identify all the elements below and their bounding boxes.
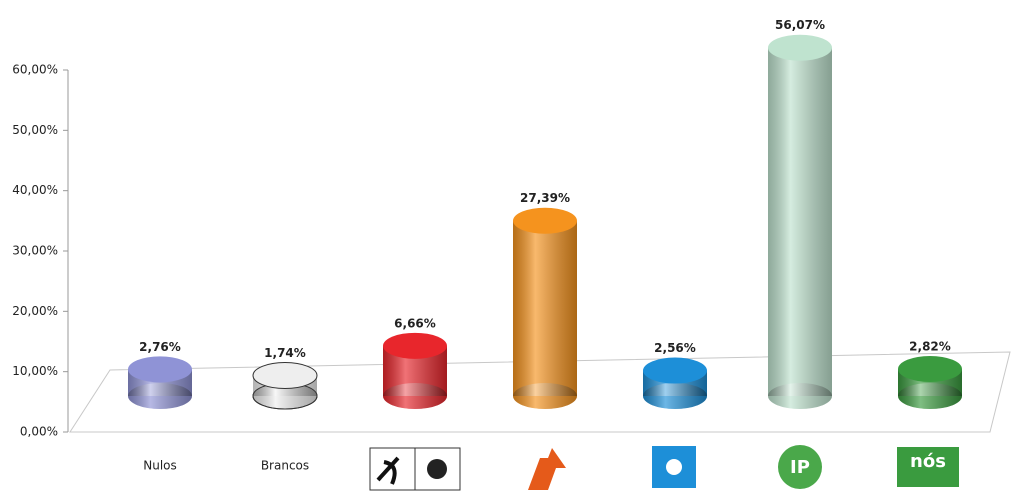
- x-tick-label: Nulos: [143, 459, 177, 473]
- bar-base-shade: [643, 383, 707, 409]
- bar-shade: [768, 47, 832, 396]
- x-tick-label: Brancos: [261, 459, 309, 473]
- bar-top: [128, 356, 192, 383]
- logo-pcp: [369, 447, 461, 491]
- logo-nos: nós: [897, 447, 959, 487]
- bar-top: [643, 357, 707, 384]
- bar-top: [383, 332, 447, 359]
- y-tick-label: 50,00%: [12, 123, 58, 137]
- bar-base-shade: [383, 383, 447, 409]
- value-label: 2,56%: [654, 341, 696, 355]
- logo-ucid: [652, 446, 696, 488]
- svg-text:nós: nós: [910, 451, 946, 472]
- bar-base-shade: [128, 383, 192, 409]
- y-tick-label: 10,00%: [12, 364, 58, 378]
- value-label: 6,66%: [394, 316, 436, 330]
- value-label: 1,74%: [264, 346, 306, 360]
- floor: [69, 351, 1011, 433]
- logo-ip: IP: [778, 445, 822, 489]
- bar-base-shade: [513, 383, 577, 409]
- bar-top: [513, 207, 577, 234]
- logo-arrow: [528, 448, 566, 490]
- y-tick-label: 40,00%: [12, 183, 58, 197]
- value-label: 2,82%: [909, 339, 951, 353]
- y-tick-label: 20,00%: [12, 304, 58, 318]
- value-label: 27,39%: [520, 191, 570, 205]
- bar-shade: [513, 220, 577, 396]
- bar-base-shade: [768, 383, 832, 409]
- bar-top: [252, 362, 318, 390]
- bar-base-shade: [898, 383, 962, 409]
- svg-text:IP: IP: [790, 457, 810, 478]
- bar-top: [768, 34, 832, 61]
- y-tick-label: 0,00%: [20, 425, 58, 439]
- value-label: 2,76%: [139, 340, 181, 354]
- y-tick-label: 60,00%: [12, 63, 58, 77]
- y-tick-label: 30,00%: [12, 244, 58, 258]
- bar-top: [898, 355, 962, 382]
- value-label: 56,07%: [775, 18, 825, 32]
